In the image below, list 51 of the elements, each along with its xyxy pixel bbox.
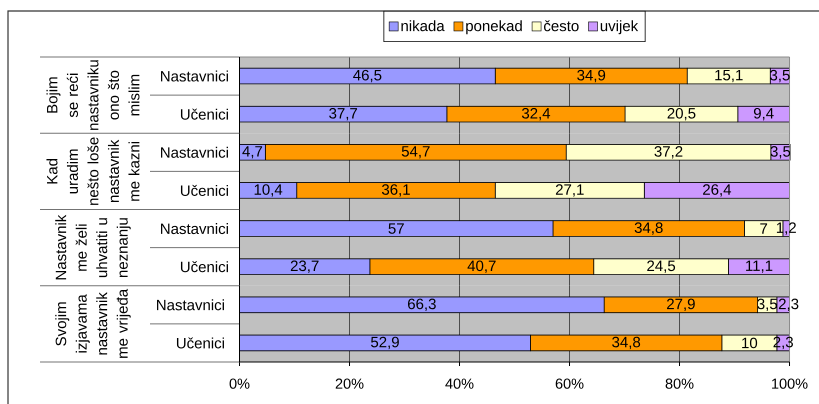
data-label: 10 — [742, 338, 758, 348]
data-label: 40,7 — [468, 260, 496, 273]
data-label: 36,1 — [382, 184, 410, 197]
y-tick-label: Učenici — [180, 184, 228, 196]
data-label: 9,4 — [754, 108, 774, 120]
x-tick-label: 100% — [772, 378, 808, 389]
y-axis-title: Svojim izjavama nastavnik me vrijeđa — [55, 288, 131, 358]
data-label: 34,8 — [612, 336, 640, 350]
legend-label: uvijek — [600, 20, 638, 34]
data-label: 15,1 — [715, 70, 743, 82]
data-label: 34,9 — [577, 70, 606, 82]
x-tick-label: 0% — [230, 378, 250, 389]
data-label: 34,8 — [634, 222, 663, 235]
x-tick-label: 80% — [666, 378, 694, 389]
data-label: 10,4 — [254, 184, 282, 197]
data-label: 24,5 — [647, 260, 676, 273]
y-tick-label: Učenici — [180, 108, 228, 120]
y-axis-title: Bojim se reći nastavniku ono što mislim — [46, 60, 140, 130]
legend-label: nikada — [401, 20, 445, 32]
x-tick-label: 60% — [556, 378, 584, 389]
data-label: 3,5 — [770, 70, 790, 82]
data-label: 57 — [388, 223, 404, 234]
y-tick-label: Nastavnici — [157, 299, 224, 310]
legend-label: ponekad — [466, 20, 522, 34]
x-tick-label: 40% — [445, 378, 474, 389]
y-axis-title: Nastavnik me želi uhvatiti u neznanju — [55, 214, 131, 280]
y-tick-label: Nastavnici — [161, 70, 228, 82]
data-label: 52,9 — [370, 336, 399, 350]
y-tick-label: Nastavnici — [161, 146, 228, 158]
data-label: 27,9 — [667, 298, 695, 312]
data-label: 2,3 — [778, 298, 798, 312]
data-label: 20,5 — [668, 108, 696, 120]
data-label: 23,7 — [290, 260, 319, 273]
y-tick-label: Učenici — [180, 261, 228, 272]
data-label: 46,5 — [353, 70, 382, 82]
y-axis-title: Kad uradim nešto loše nastavnik me kazni — [46, 137, 140, 205]
data-label: 37,7 — [329, 108, 358, 120]
data-label: 32,4 — [522, 108, 550, 120]
data-label: 4,7 — [242, 146, 262, 158]
data-label: 7 — [760, 223, 768, 234]
legend-label: često — [544, 20, 579, 32]
data-label: 11,1 — [746, 260, 772, 273]
data-label: 54,7 — [402, 146, 430, 158]
y-tick-label: Učenici — [176, 337, 224, 348]
data-label: 27,1 — [556, 184, 584, 197]
x-tick-label: 20% — [336, 378, 364, 389]
data-label: 37,2 — [654, 146, 682, 159]
data-label: 3,5 — [757, 298, 778, 312]
data-label: 26,4 — [703, 184, 732, 197]
y-tick-label: Nastavnici — [161, 223, 228, 234]
data-label: 66,3 — [408, 298, 436, 312]
